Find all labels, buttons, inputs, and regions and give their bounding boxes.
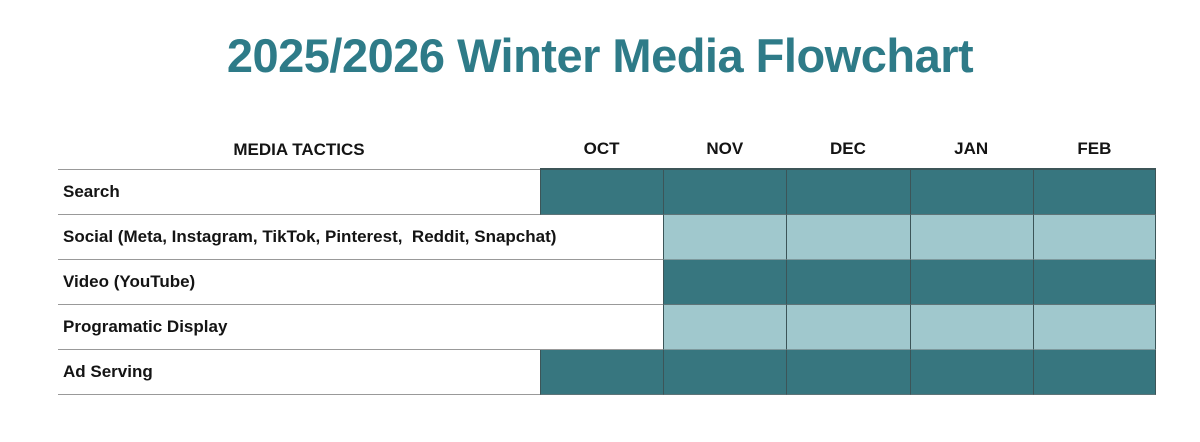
month-header-nov-text: NOV xyxy=(706,139,744,158)
tactic-label-text: Video (YouTube) xyxy=(63,272,196,291)
filled-cell-feb xyxy=(1032,305,1156,350)
filled-cell-jan xyxy=(909,170,1033,215)
filled-cell-oct xyxy=(540,170,664,215)
media-tactics-header: MEDIA TACTICS xyxy=(58,130,540,170)
filled-cell-jan xyxy=(909,350,1033,395)
filled-cell-feb xyxy=(1032,170,1156,215)
media-tactics-header-text: MEDIA TACTICS xyxy=(233,139,365,159)
tactic-row-video: Video (YouTube) xyxy=(58,260,1156,305)
tactic-label-text: Search xyxy=(63,182,120,201)
tactic-label-text: Ad Serving xyxy=(63,362,153,381)
tactic-label: Ad Serving xyxy=(58,350,540,395)
tactic-label: Video (YouTube) xyxy=(58,260,664,305)
page-title: 2025/2026 Winter Media Flowchart xyxy=(226,29,974,82)
filled-cell-feb xyxy=(1032,215,1156,260)
month-header-nov: NOV xyxy=(663,130,787,170)
month-header-oct-text: OCT xyxy=(583,139,620,158)
tactic-label-text: Social (Meta, Instagram, TikTok, Pintere… xyxy=(63,227,557,246)
filled-cell-jan xyxy=(909,260,1033,305)
media-flowchart-table: MEDIA TACTICS OCT NOV DEC JAN FEB Search Social… xyxy=(58,130,1156,395)
filled-cell-dec xyxy=(786,215,910,260)
filled-cell-jan xyxy=(909,215,1033,260)
tactic-label: Search xyxy=(58,170,540,215)
month-header-dec: DEC xyxy=(786,130,910,170)
month-header-jan: JAN xyxy=(909,130,1033,170)
filled-cell-jan xyxy=(909,305,1033,350)
filled-cell-nov xyxy=(663,305,787,350)
month-header-feb: FEB xyxy=(1032,130,1156,170)
filled-cell-dec xyxy=(786,305,910,350)
month-header-dec-text: DEC xyxy=(830,139,866,158)
tactic-label: Programatic Display xyxy=(58,305,664,350)
filled-cell-dec xyxy=(786,260,910,305)
table-header-row: MEDIA TACTICS OCT NOV DEC JAN FEB xyxy=(58,130,1156,170)
tactic-row-social: Social (Meta, Instagram, TikTok, Pintere… xyxy=(58,215,1156,260)
filled-cell-feb xyxy=(1032,350,1156,395)
tactic-row-ad: Ad Serving xyxy=(58,350,1156,395)
month-header-oct: OCT xyxy=(540,130,664,170)
filled-cell-oct xyxy=(540,350,664,395)
filled-cell-nov xyxy=(663,215,787,260)
filled-cell-nov xyxy=(663,350,787,395)
filled-cell-nov xyxy=(663,260,787,305)
month-header-feb-text: FEB xyxy=(1077,139,1112,158)
filled-cell-dec xyxy=(786,350,910,395)
tactic-row-programatic: Programatic Display xyxy=(58,305,1156,350)
tactic-label: Social (Meta, Instagram, TikTok, Pintere… xyxy=(58,215,664,260)
tactic-row-search: Search xyxy=(58,170,1156,215)
month-header-jan-text: JAN xyxy=(954,139,989,158)
filled-cell-dec xyxy=(786,170,910,215)
filled-cell-nov xyxy=(663,170,787,215)
filled-cell-feb xyxy=(1032,260,1156,305)
tactic-label-text: Programatic Display xyxy=(63,317,228,336)
